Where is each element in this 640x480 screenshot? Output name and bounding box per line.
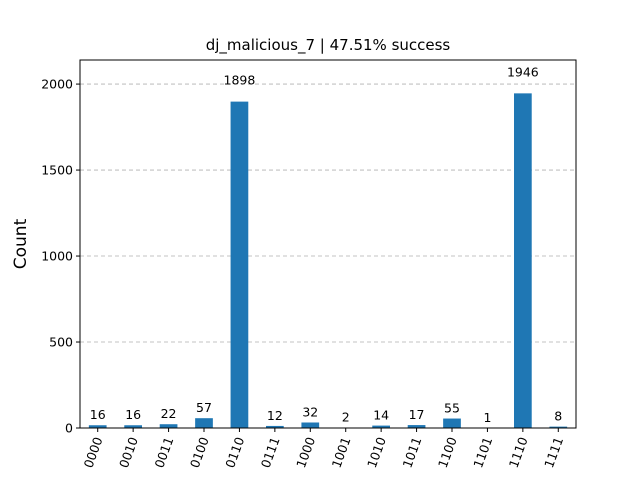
x-tick-label-0011: 0011 <box>151 435 176 470</box>
bar-0111 <box>266 425 284 428</box>
data-label-0000: 16 <box>90 407 106 422</box>
x-tick-label-1010: 1010 <box>364 435 389 470</box>
bar-0000 <box>88 425 107 428</box>
data-label-0100: 57 <box>196 400 212 415</box>
data-label-1101: 1 <box>483 410 491 425</box>
data-label-1110: 1946 <box>507 64 539 79</box>
plot-frame <box>79 59 577 429</box>
data-label-0110: 1898 <box>224 73 256 88</box>
y-tick-label: 500 <box>49 335 73 350</box>
bar-0010 <box>124 425 142 428</box>
grid-lines <box>80 83 576 343</box>
bar-1010 <box>372 425 390 428</box>
x-tick-label-1110: 1110 <box>506 435 531 470</box>
chart-title: dj_malicious_7 | 47.51% success <box>206 36 451 55</box>
data-label-1111: 8 <box>554 409 562 424</box>
bar-0011 <box>159 424 178 428</box>
bar-1011 <box>407 425 426 428</box>
x-tick-label-0110: 0110 <box>222 435 247 470</box>
y-tick-label: 2000 <box>41 77 73 92</box>
x-tick-label-1011: 1011 <box>399 435 424 470</box>
data-label-0011: 22 <box>161 406 177 421</box>
bar-1100 <box>443 418 461 428</box>
bar-0110 <box>230 101 249 428</box>
x-tick-label-1101: 1101 <box>470 435 495 470</box>
x-tick-label-0111: 0111 <box>258 435 283 470</box>
data-label-0010: 16 <box>125 407 141 422</box>
bar-1111 <box>549 426 568 428</box>
bar-0100 <box>195 418 213 428</box>
bars <box>88 93 568 429</box>
y-tick-labels: 0 500 1000 1500 2000 <box>41 77 80 436</box>
data-label-1000: 32 <box>302 404 318 419</box>
data-label-1100: 55 <box>444 401 460 416</box>
data-label-1001: 2 <box>342 410 350 425</box>
y-tick-label: 0 <box>65 421 73 436</box>
y-axis-label: Count <box>11 218 31 269</box>
bar-1110 <box>514 93 532 428</box>
x-tick-label-1111: 1111 <box>541 435 566 470</box>
y-tick-label: 1000 <box>41 249 73 264</box>
x-tick-label-1100: 1100 <box>435 435 460 470</box>
x-tick-label-1000: 1000 <box>293 435 318 470</box>
data-label-1010: 14 <box>373 408 389 423</box>
y-tick-label: 1500 <box>41 163 73 178</box>
data-labels: 16 16 22 57 1898 12 32 2 14 17 55 1 1946 8 <box>90 64 563 424</box>
x-tick-label-0100: 0100 <box>187 435 212 470</box>
x-tick-labels: 0000 0010 0011 0100 0110 0111 1000 1001 1010 1011… <box>81 428 566 470</box>
data-label-1011: 17 <box>409 407 425 422</box>
x-tick-label-1001: 1001 <box>329 435 354 470</box>
x-tick-label-0010: 0010 <box>116 435 141 470</box>
data-label-0111: 12 <box>267 408 283 423</box>
x-tick-label-0000: 0000 <box>81 435 106 470</box>
bar-1000 <box>301 422 320 428</box>
